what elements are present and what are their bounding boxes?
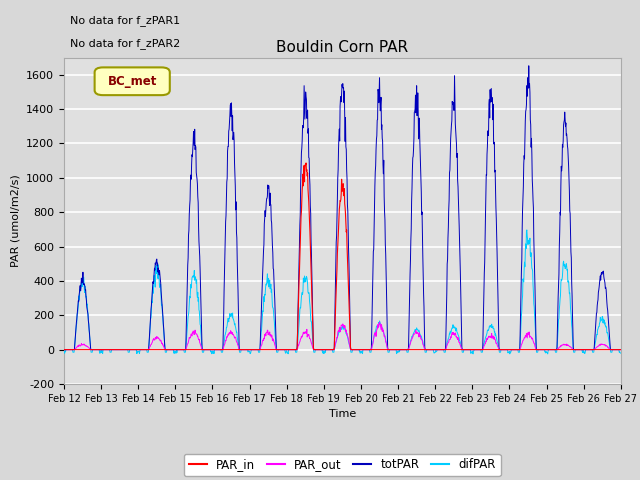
X-axis label: Time: Time [329,409,356,419]
Text: BC_met: BC_met [108,74,157,88]
Text: No data for f_zPAR2: No data for f_zPAR2 [70,38,180,49]
Y-axis label: PAR (umol/m2/s): PAR (umol/m2/s) [11,174,20,267]
Text: No data for f_zPAR1: No data for f_zPAR1 [70,15,180,26]
Legend: PAR_in, PAR_out, totPAR, difPAR: PAR_in, PAR_out, totPAR, difPAR [184,454,500,476]
Title: Bouldin Corn PAR: Bouldin Corn PAR [276,40,408,55]
FancyBboxPatch shape [95,67,170,95]
